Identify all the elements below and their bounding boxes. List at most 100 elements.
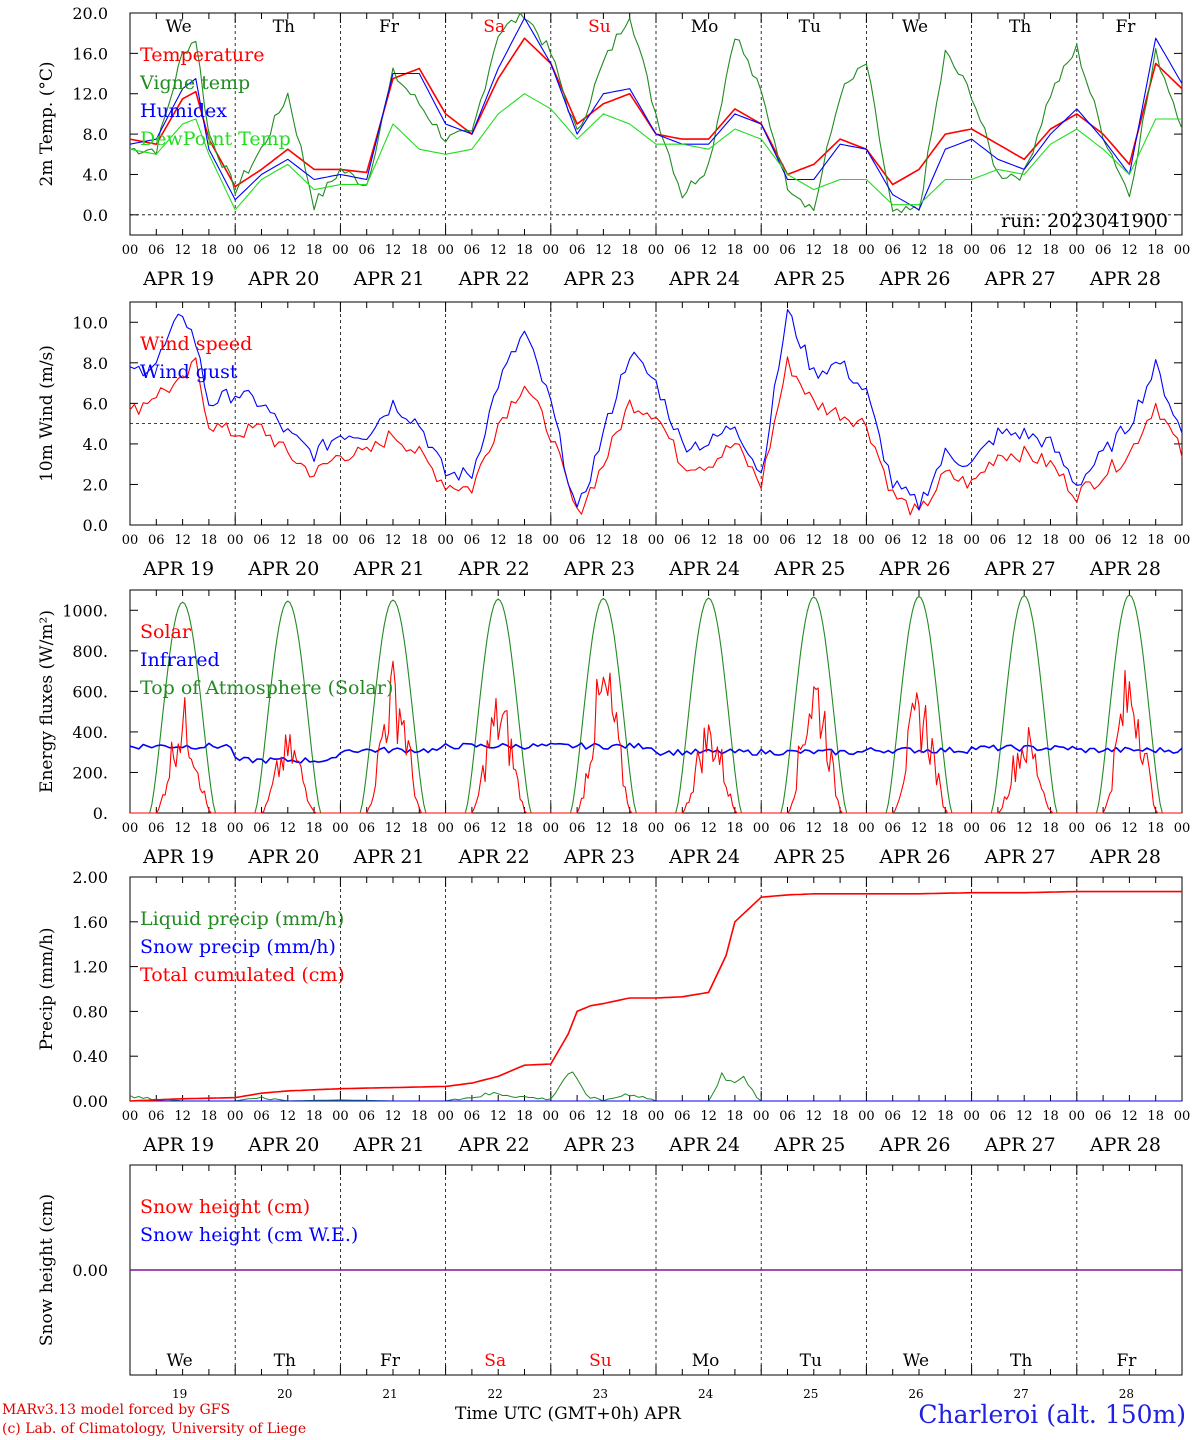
hour-tick-label: 18 (937, 533, 954, 548)
y-tick-label: 2.00 (72, 868, 108, 887)
hour-tick-label: 00 (753, 1109, 770, 1124)
hour-tick-label: 12 (700, 1109, 717, 1124)
date-label: APR 25 (773, 558, 845, 580)
y-tick-label: 200. (72, 763, 108, 782)
hour-tick-label: 00 (227, 821, 244, 836)
hour-tick-label: 06 (253, 533, 270, 548)
series-line-3 (129, 17, 1183, 211)
y-tick-label: 12.0 (72, 85, 108, 104)
hour-tick-label: 12 (385, 1109, 402, 1124)
legend-entry: Snow precip (mm/h) (140, 936, 336, 958)
hour-tick-label: 06 (884, 243, 901, 258)
hour-tick-label: 06 (148, 533, 165, 548)
hour-tick-label: 18 (621, 821, 638, 836)
hour-tick-label: 00 (543, 243, 560, 258)
hour-tick-label: 18 (516, 533, 533, 548)
hour-tick-label: 00 (122, 1109, 139, 1124)
hour-tick-label: 18 (621, 243, 638, 258)
legend-entry: Liquid precip (mm/h) (140, 908, 344, 930)
legend-entry: Infrared (140, 649, 220, 671)
hour-tick-label: 06 (674, 243, 691, 258)
day-number-label: 28 (1119, 1387, 1134, 1401)
solar-line (550, 672, 656, 814)
y-tick-label: 0.80 (72, 1002, 108, 1021)
date-label: APR 19 (142, 558, 214, 580)
hour-tick-label: 12 (595, 1109, 612, 1124)
date-label: APR 28 (1089, 1134, 1161, 1156)
hour-tick-label: 00 (332, 243, 349, 258)
series-line-3 (129, 890, 1182, 1102)
date-label: APR 21 (352, 846, 424, 868)
hour-tick-label: 18 (201, 1109, 218, 1124)
hour-tick-label: 06 (358, 243, 375, 258)
toa-solar-line (656, 597, 762, 814)
hour-tick-label: 12 (1016, 821, 1033, 836)
day-number-label: 20 (277, 1387, 292, 1401)
date-label: APR 28 (1089, 268, 1161, 290)
hour-tick-label: 06 (884, 533, 901, 548)
hour-tick-label: 18 (621, 533, 638, 548)
hour-tick-label: 00 (543, 533, 560, 548)
hour-tick-label: 12 (280, 1109, 297, 1124)
hour-tick-label: 18 (832, 821, 849, 836)
hour-tick-label: 18 (1042, 243, 1059, 258)
hour-tick-label: 06 (779, 821, 796, 836)
hour-tick-label: 06 (358, 1109, 375, 1124)
date-label: APR 26 (878, 268, 950, 290)
hour-tick-label: 12 (385, 821, 402, 836)
hour-tick-label: 18 (937, 243, 954, 258)
hour-tick-label: 06 (990, 243, 1007, 258)
hour-tick-label: 12 (174, 533, 191, 548)
y-tick-label: 1.20 (72, 958, 108, 977)
hour-tick-label: 06 (674, 1109, 691, 1124)
y-axis-label: Precip (mm/h) (37, 927, 57, 1050)
hour-tick-label: 06 (779, 243, 796, 258)
hour-tick-label: 06 (990, 533, 1007, 548)
legend-entry: Snow height (cm W.E.) (140, 1224, 358, 1246)
hour-tick-label: 00 (648, 243, 665, 258)
weekday-label: Mo (691, 17, 719, 37)
hour-tick-label: 12 (1121, 821, 1138, 836)
hour-tick-label: 06 (674, 821, 691, 836)
solar-line (1076, 669, 1182, 814)
hour-tick-label: 06 (569, 1109, 586, 1124)
hour-tick-label: 12 (490, 821, 507, 836)
legend-entry: Snow height (cm) (140, 1196, 310, 1218)
date-label: APR 23 (563, 1134, 635, 1156)
hour-tick-label: 12 (1121, 1109, 1138, 1124)
y-tick-label: 2.0 (83, 475, 108, 494)
hour-tick-label: 12 (385, 533, 402, 548)
model-credit: MARv3.13 model forced by GFS (2, 1402, 231, 1418)
toa-solar-line (340, 599, 446, 814)
y-axis-label: 2m Temp. (°C) (37, 61, 57, 186)
y-tick-label: 20.0 (72, 4, 108, 23)
hour-tick-label: 12 (700, 243, 717, 258)
date-label: APR 19 (142, 846, 214, 868)
hour-tick-label: 06 (253, 821, 270, 836)
date-label: APR 22 (458, 268, 530, 290)
solar-line (340, 660, 446, 814)
hour-tick-label: 18 (727, 821, 744, 836)
hour-tick-label: 06 (464, 1109, 481, 1124)
weekday-label: Th (273, 17, 295, 37)
hour-tick-label: 00 (963, 821, 980, 836)
hour-tick-label: 18 (201, 821, 218, 836)
date-label: APR 22 (458, 1134, 530, 1156)
date-label: APR 21 (352, 558, 424, 580)
run-annotation: run: 2023041900 (1001, 210, 1168, 232)
hour-tick-label: 12 (1016, 1109, 1033, 1124)
solar-line (866, 692, 972, 814)
y-tick-label: 0.0 (83, 516, 108, 535)
hour-tick-label: 00 (437, 533, 454, 548)
hour-tick-label: 00 (1174, 243, 1191, 258)
hour-tick-label: 12 (806, 533, 823, 548)
hour-tick-label: 18 (516, 821, 533, 836)
hour-tick-label: 00 (332, 1109, 349, 1124)
date-label: APR 19 (142, 1134, 214, 1156)
toa-solar-line (1076, 594, 1182, 814)
hour-tick-label: 00 (963, 1109, 980, 1124)
hour-tick-label: 00 (1069, 821, 1086, 836)
